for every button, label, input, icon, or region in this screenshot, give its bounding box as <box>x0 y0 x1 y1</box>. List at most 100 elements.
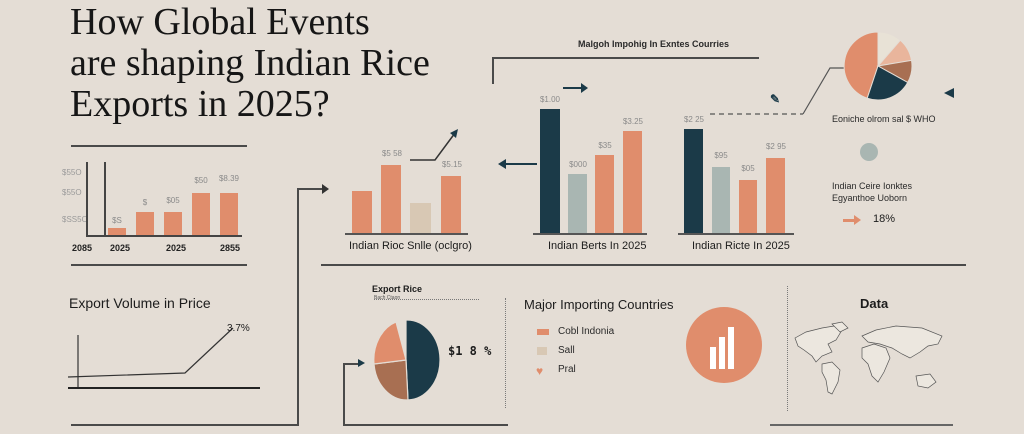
bar-value: $5 58 <box>381 149 403 158</box>
icon-bar <box>728 327 734 369</box>
bar-value: $50 <box>194 176 208 185</box>
bar-chart-price: $55O $55O $SS5O $S $ $05 $50 $8.39 2085 … <box>60 160 250 260</box>
bar <box>623 131 642 233</box>
x-axis <box>678 233 794 235</box>
bar-value: $2 95 <box>765 142 787 151</box>
bar <box>352 191 372 233</box>
x-tick: 2025 <box>110 243 131 253</box>
y-axis <box>104 162 106 235</box>
pie-title: Export Rice <box>372 284 423 294</box>
legend-label: Cobl Indonia <box>558 326 615 337</box>
arrow-right-icon <box>358 359 365 367</box>
connector-line <box>492 57 494 84</box>
bar-value: $3.25 <box>622 117 644 126</box>
connector-line <box>343 363 359 365</box>
x-axis <box>533 233 647 235</box>
chart-caption: Indian Berts In 2025 <box>548 240 647 252</box>
connector-line <box>297 188 323 190</box>
pie-chart-top <box>843 31 913 101</box>
bar <box>441 176 461 233</box>
x-tick: 2855 <box>220 243 241 253</box>
bar <box>540 109 560 233</box>
bar <box>220 193 238 235</box>
hand-icon: ✎ <box>770 92 781 106</box>
bar-value: $95 <box>714 151 728 160</box>
bar-value: $35 <box>598 141 612 150</box>
x-axis <box>345 233 468 235</box>
bar <box>136 212 154 235</box>
bar-chart-indian-ricte: $2 25 $95 $05 $2 95 Indian Ricte In 2025 <box>678 110 808 260</box>
arrow-left-icon <box>498 159 506 169</box>
connector-line <box>343 363 345 425</box>
bar <box>108 228 126 235</box>
dotted-divider <box>505 298 506 408</box>
bar-value: $5.15 <box>441 160 463 169</box>
divider <box>71 145 247 147</box>
pie-chart-export-rice <box>373 319 441 401</box>
divider <box>71 264 247 266</box>
bar-value: $000 <box>569 160 587 169</box>
bar <box>164 212 182 235</box>
legend-swatch <box>537 329 549 335</box>
arrow-right-icon <box>322 184 329 194</box>
world-map-icon <box>794 321 943 395</box>
line-chart-title: Export Volume in Price <box>69 295 211 311</box>
icon-bar <box>710 347 716 369</box>
bar <box>381 165 401 233</box>
divider <box>71 424 299 426</box>
line-chart-export-volume <box>67 327 260 389</box>
pie-subtitle: Bach Ctaon <box>374 295 401 301</box>
chart-caption: Indian Ricte In 2025 <box>692 240 790 252</box>
bar <box>766 158 785 233</box>
section-label: Malgoh Impohig In Exntes Courries <box>578 39 730 49</box>
connector-line <box>297 188 299 425</box>
arrow-right-icon <box>843 219 855 222</box>
y-tick: $55O <box>62 188 82 197</box>
trend-arrow-icon <box>410 129 458 161</box>
divider <box>374 299 479 300</box>
title-line-2: are shaping Indian Rice <box>70 42 430 84</box>
y-axis <box>86 162 88 235</box>
bar <box>410 203 431 233</box>
arrow-right-icon <box>581 83 588 93</box>
stat-label: Egyanthoe Uoborn <box>832 193 908 203</box>
bar-value: $8.39 <box>218 174 240 183</box>
legend-swatch <box>537 347 547 355</box>
pie-caption-text: Eoniche olrom sal $ WHO <box>832 114 936 124</box>
dotted-divider <box>787 286 788 411</box>
bar <box>684 129 703 233</box>
bar <box>568 174 587 233</box>
connector-line <box>710 67 848 115</box>
pie-caption: Eoniche olrom sal $ WHO <box>832 113 936 125</box>
icon-bar <box>719 337 725 369</box>
title-line-3: Exports in 2025? <box>70 83 330 125</box>
arrow-right-icon <box>563 87 583 89</box>
bar-value: $05 <box>166 196 180 205</box>
chart-caption: Indian Rioc Snlle (oclgro) <box>349 240 472 252</box>
heart-icon: ♥ <box>536 364 544 378</box>
refresh-icon <box>860 143 878 161</box>
divider <box>493 57 759 59</box>
divider <box>770 424 953 426</box>
y-tick: $55O <box>62 168 82 177</box>
legend-label: Sall <box>558 345 575 356</box>
stat-value: 18% <box>873 213 896 225</box>
bar-value: $1.00 <box>539 95 561 104</box>
arrow-left-icon <box>944 88 954 98</box>
bar <box>712 167 730 233</box>
arrow-right-icon <box>854 215 861 225</box>
bar-chart-indian-rice-sale: $5 58 $5.15 Indian Rioc Snlle (oclgro) <box>345 140 475 260</box>
bar-value: $S <box>112 216 122 225</box>
line-annotation: 3.7% <box>227 323 250 334</box>
importing-heading: Major Importing Countries <box>524 297 674 312</box>
bar-chart-indian-berts: $1.00 $000 $35 $3.25 Indian Berts In 202… <box>530 95 665 260</box>
divider <box>343 424 508 426</box>
legend-label: Pral <box>558 364 576 375</box>
y-tick: $SS5O <box>62 215 88 224</box>
x-axis <box>86 235 242 237</box>
bar-value: $ <box>142 198 148 207</box>
page-title: How Global Events are shaping Indian Ric… <box>70 2 490 125</box>
bar-value: $2 25 <box>683 115 705 124</box>
pie-annotation: $1 8 % <box>448 344 492 358</box>
x-tick: 2085 <box>72 243 93 253</box>
